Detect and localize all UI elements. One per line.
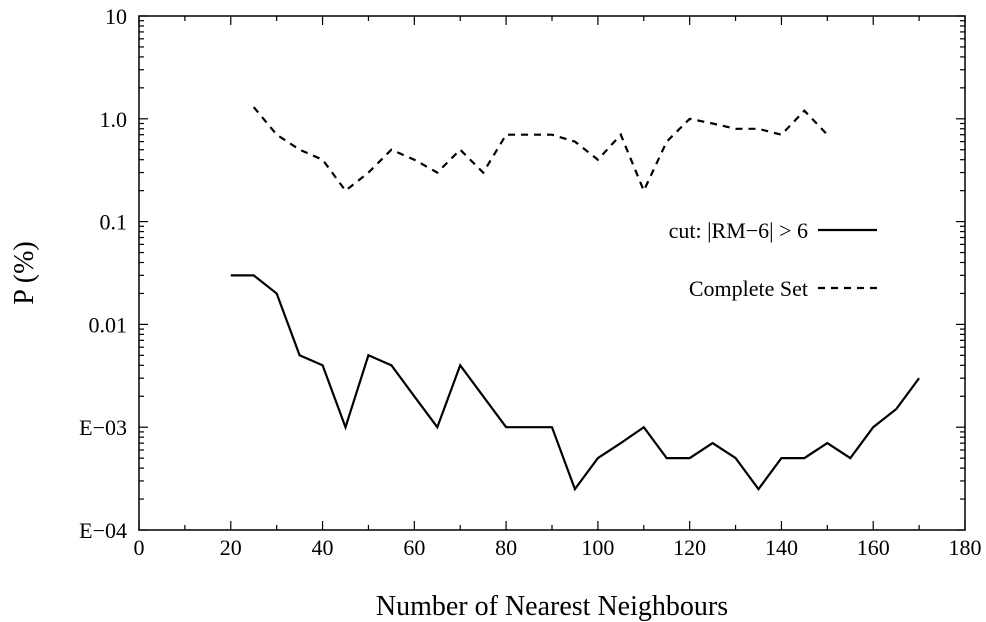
x-tick-label: 60 xyxy=(403,535,425,560)
y-tick-label: 1.0 xyxy=(100,107,128,132)
y-tick-label: 0.1 xyxy=(100,210,128,235)
x-tick-label: 80 xyxy=(495,535,517,560)
y-tick-label: 10 xyxy=(105,4,127,29)
series-line-2 xyxy=(252,106,829,194)
ticks-group: 0 20 40 60 80 100 120 140 160 180 E−04 E−03 0.01 0.1 1… xyxy=(79,4,981,560)
legend-label: cut: |RM−6| > 6 xyxy=(669,218,808,243)
y-axis-title: P (%) xyxy=(9,241,40,305)
y-tick-label: E−04 xyxy=(79,518,127,543)
y-tick-label: E−03 xyxy=(79,415,127,440)
legend: cut: |RM−6| > 6 Complete Set xyxy=(669,218,877,301)
legend-label: Complete Set xyxy=(689,276,808,301)
x-tick-label: 120 xyxy=(673,535,706,560)
x-tick-label: 20 xyxy=(220,535,242,560)
x-tick-label: 140 xyxy=(765,535,798,560)
x-tick-label: 160 xyxy=(857,535,890,560)
x-tick-label: 0 xyxy=(134,535,145,560)
y-tick-label: 0.01 xyxy=(89,312,128,337)
series-line-1 xyxy=(230,274,920,492)
x-tick-label: 100 xyxy=(581,535,614,560)
x-tick-label: 40 xyxy=(312,535,334,560)
x-tick-label: 180 xyxy=(949,535,982,560)
series-group xyxy=(230,106,920,492)
x-axis-title: Number of Nearest Neighbours xyxy=(376,591,728,622)
